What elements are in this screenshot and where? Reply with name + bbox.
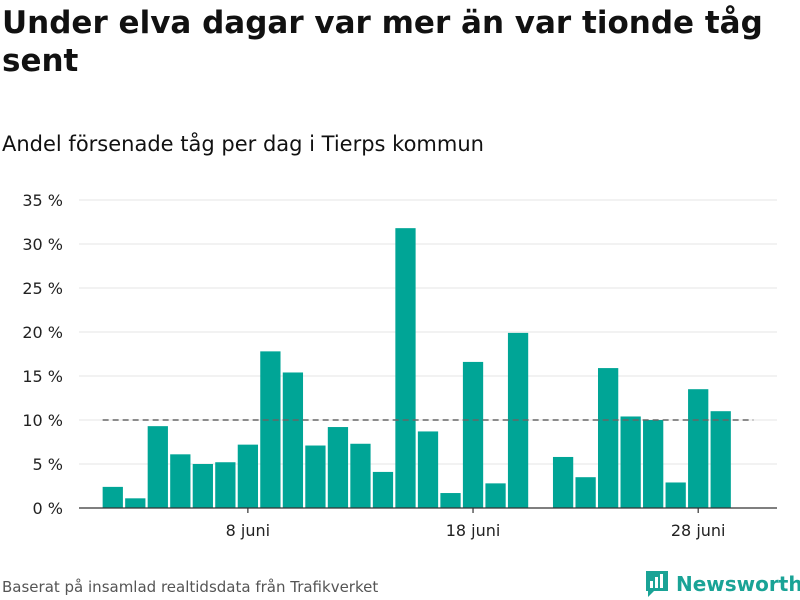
- y-tick-label: 30 %: [22, 235, 63, 254]
- bar-day-29: [710, 411, 731, 508]
- bar-day-5: [170, 454, 191, 508]
- bars: [102, 228, 731, 508]
- y-tick-label: 10 %: [22, 411, 63, 430]
- y-tick-label: 5 %: [33, 455, 63, 474]
- grid-lines: [79, 199, 777, 465]
- bar-day-8: [237, 444, 259, 508]
- bar-day-23: [575, 477, 596, 508]
- bar-day-16: [417, 431, 439, 508]
- bar-day-7: [215, 462, 236, 508]
- bar-day-19: [485, 483, 506, 508]
- bar-day-6: [192, 464, 213, 508]
- y-tick-label: 25 %: [22, 279, 63, 298]
- bar-day-3: [125, 498, 146, 508]
- bar-day-9: [260, 351, 281, 508]
- bar-day-24: [597, 368, 619, 508]
- bar-day-13: [350, 443, 371, 508]
- bar-day-10: [282, 372, 304, 508]
- bar-day-15: [395, 228, 416, 508]
- chart-subtitle: Andel försenade tåg per dag i Tierps kom…: [2, 132, 484, 156]
- bar-day-12: [327, 427, 349, 508]
- x-tick-label: 28 juni: [671, 521, 726, 540]
- x-tick-label: 18 juni: [446, 521, 501, 540]
- chart-title: Under elva dagar var mer än var tionde t…: [2, 5, 763, 79]
- bar-day-27: [665, 482, 686, 508]
- bar-day-26: [643, 420, 664, 508]
- bar-day-4: [147, 426, 168, 508]
- y-tick-label: 0 %: [33, 499, 63, 518]
- bar-day-18: [462, 361, 484, 508]
- bar-day-2: [102, 486, 123, 508]
- bar-day-25: [620, 416, 641, 508]
- bar-day-22: [552, 456, 574, 508]
- axis-labels: 0 % 5 % 10 % 15 % 20 % 25 % 30 % 35 % 8 juni 18 j…: [22, 191, 725, 540]
- brand-name: Newsworthy: [676, 572, 800, 596]
- bar-chart: 0 % 5 % 10 % 15 % 20 % 25 % 30 % 35 % 8 juni 18 j…: [22, 191, 777, 540]
- bar-day-11: [305, 445, 326, 508]
- y-tick-label: 20 %: [22, 323, 63, 342]
- y-tick-label: 35 %: [22, 191, 63, 210]
- bar-day-14: [372, 471, 394, 508]
- x-tick-label: 8 juni: [226, 521, 270, 540]
- bar-day-17: [440, 493, 461, 508]
- x-axis: [79, 507, 777, 513]
- source-footer: Baserat på insamlad realtidsdata från Tr…: [2, 578, 379, 596]
- bar-day-28: [688, 389, 709, 508]
- brand-logo: Newsworthy: [644, 569, 800, 599]
- y-tick-label: 15 %: [22, 367, 63, 386]
- newsworthy-logo-icon: [646, 571, 668, 597]
